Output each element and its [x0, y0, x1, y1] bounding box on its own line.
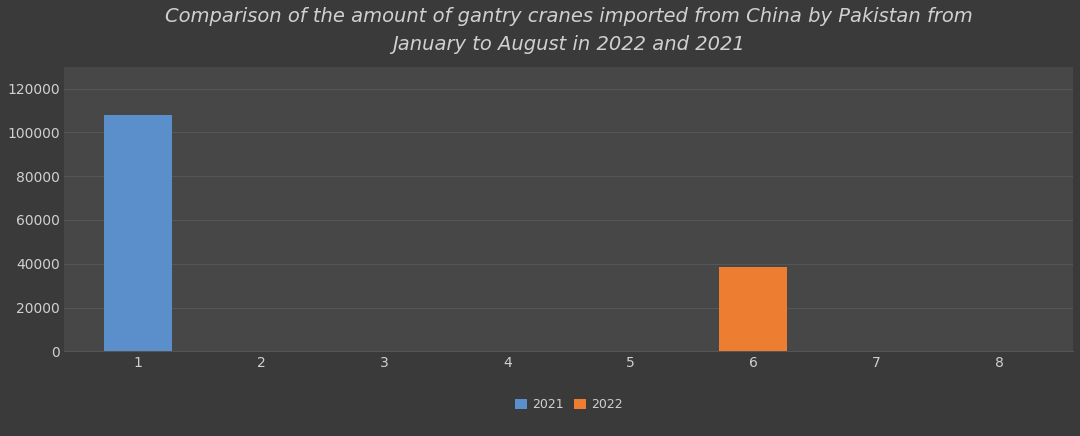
Bar	[105, 115, 172, 351]
Legend: 2021, 2022: 2021, 2022	[510, 393, 627, 416]
Bar	[719, 267, 787, 351]
Title: Comparison of the amount of gantry cranes imported from China by Pakistan from
J: Comparison of the amount of gantry crane…	[165, 7, 973, 54]
